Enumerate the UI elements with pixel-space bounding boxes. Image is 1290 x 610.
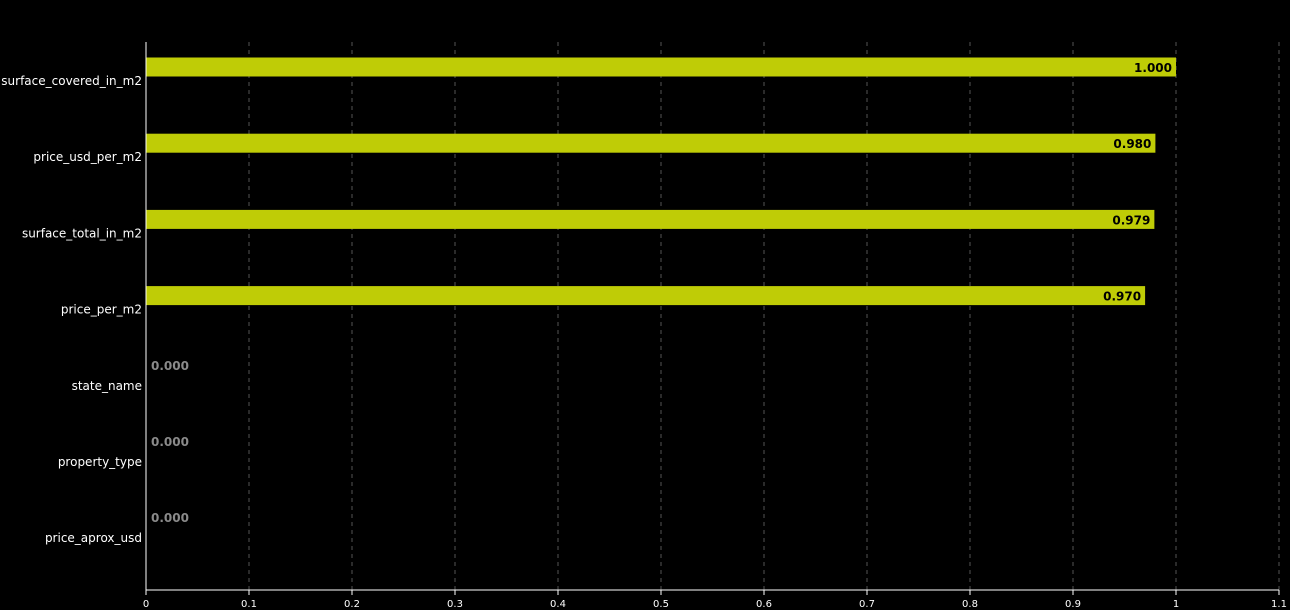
data-labels: 1.000 0.980 0.979 0.970 0.000 0.000 0.000	[151, 61, 1172, 525]
data-label: 0.970	[1103, 290, 1141, 304]
data-label: 0.980	[1113, 137, 1151, 151]
category-label: property_type	[58, 455, 142, 469]
y-axis-labels: surface_covered_in_m2 price_usd_per_m2sur…	[1, 74, 142, 545]
category-label: surface_total_in_m2	[22, 226, 142, 240]
x-tick-label: 0.1	[241, 599, 257, 610]
x-tick-label: 1	[1173, 599, 1179, 610]
data-label: 0.000	[151, 435, 189, 449]
data-label: 0.979	[1112, 213, 1150, 227]
x-tick-label: 0.2	[344, 599, 360, 610]
x-tick-label: 0.6	[756, 599, 772, 610]
x-tick-label: 0.5	[653, 599, 669, 610]
category-label: price_usd_per_m2	[33, 150, 142, 164]
x-axis-ticks: 0 0.1 0.2 0.3 0.4 0.5 0.6 0.7 0.8 0.9 1 1.1	[143, 590, 1287, 610]
axes	[145, 42, 1279, 591]
bars	[146, 57, 1176, 306]
category-label: state_name	[72, 379, 142, 393]
data-label: 0.000	[151, 359, 189, 373]
grid-lines	[248, 42, 1280, 590]
x-tick-label: 0.3	[447, 599, 463, 610]
x-tick-label: 1.1	[1271, 599, 1287, 610]
bar	[146, 133, 1156, 153]
x-tick-label: 0.7	[859, 599, 875, 610]
x-tick-label: 0	[143, 599, 149, 610]
category-label: price_per_m2	[61, 303, 142, 317]
data-label: 0.000	[151, 511, 189, 525]
bar	[146, 57, 1176, 77]
x-tick-label: 0.9	[1065, 599, 1081, 610]
bar	[146, 209, 1155, 229]
category-label: surface_covered_in_m2	[1, 74, 142, 88]
data-label: 1.000	[1134, 61, 1172, 75]
bar	[146, 286, 1146, 306]
category-label: price_aprox_usd	[45, 531, 142, 545]
x-tick-label: 0.8	[962, 599, 978, 610]
x-tick-label: 0.4	[550, 599, 566, 610]
